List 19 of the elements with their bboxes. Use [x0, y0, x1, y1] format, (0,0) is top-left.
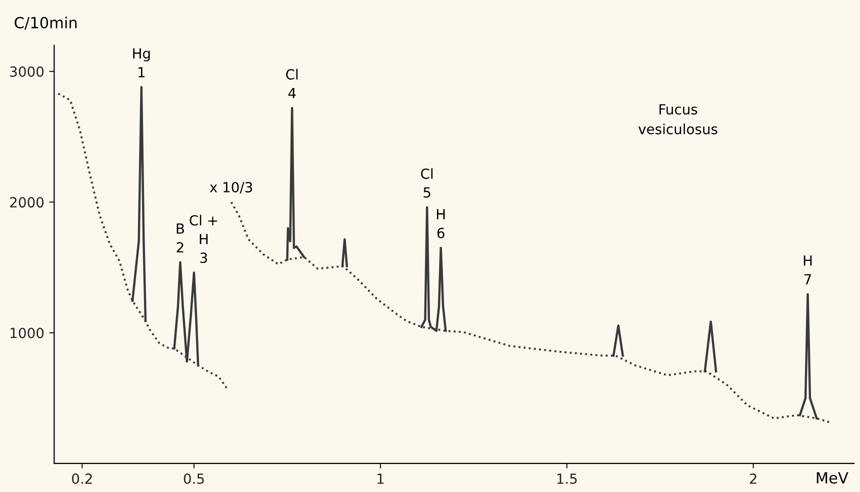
x-tick-label: 2 — [750, 473, 756, 484]
y-tick-label: 3000 — [10, 66, 44, 77]
annotation: B 2 — [176, 224, 184, 252]
annotation: Hg 1 — [133, 48, 150, 78]
annotation: H 7 — [804, 256, 812, 284]
annotation: Cl 4 — [286, 68, 298, 98]
annotation: x 10/3 — [210, 182, 252, 194]
annotation: H 6 — [436, 209, 445, 238]
y-tick-label: 2000 — [10, 197, 44, 208]
x-tick-label: 1 — [378, 474, 384, 484]
y-tick-label: 1000 — [10, 328, 44, 338]
x-tick-label: 1.5 — [557, 474, 577, 484]
annotation: Cl + H 3 — [190, 214, 218, 264]
x-tick-label: 0.5 — [184, 473, 204, 484]
x-tick-label: 0.2 — [72, 473, 92, 484]
annotation: Fucus vesiculosus — [638, 104, 718, 134]
annotation: Cl 5 — [421, 168, 433, 198]
y-axis-title: C/10min — [14, 16, 77, 30]
x-axis-title: MeV — [816, 472, 848, 484]
